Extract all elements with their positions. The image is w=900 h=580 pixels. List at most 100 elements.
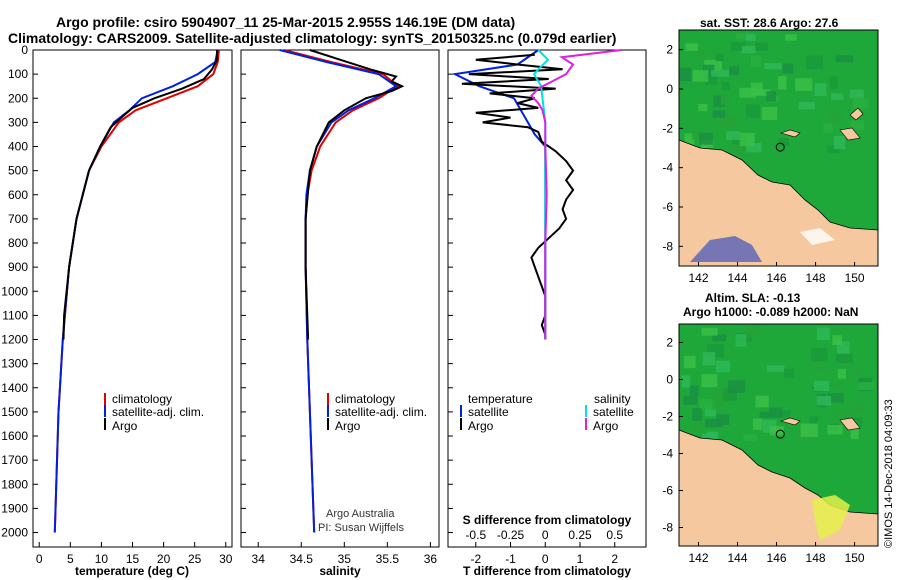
- difference-lines: [451, 49, 622, 340]
- map-y-tick-label: -8: [662, 239, 673, 253]
- map-y-tick-label: -6: [662, 484, 673, 498]
- map-texture-patch: [785, 34, 797, 41]
- x-tick-label: 5: [67, 552, 74, 566]
- x-tick-label: 1: [577, 552, 584, 566]
- salinity-axes-frame: [240, 49, 440, 548]
- map-texture-patch: [798, 102, 816, 110]
- map-y-tick-label: -8: [662, 521, 673, 535]
- map-texture-patch: [849, 89, 864, 99]
- map-texture-patch: [694, 50, 707, 57]
- sla-map-texture: [681, 325, 874, 446]
- map-x-tick-label: 144: [728, 271, 748, 285]
- difference-axes-frame: [447, 49, 647, 548]
- map-texture-patch: [836, 353, 853, 364]
- y-tick-label: 1600: [1, 429, 28, 443]
- map-texture-patch: [720, 93, 730, 105]
- x-tick-label: 35: [338, 552, 352, 566]
- map-texture-patch: [827, 425, 843, 435]
- map-texture-patch: [701, 374, 718, 388]
- map-texture-patch: [817, 365, 828, 373]
- map-texture-patch: [685, 43, 698, 51]
- sst-map-missing-data: [800, 228, 835, 245]
- map-texture-patch: [745, 325, 762, 337]
- y-tick-label: 1900: [1, 501, 28, 515]
- map-y-tick-label: 0: [666, 373, 673, 387]
- x-tick-label: -2: [470, 552, 481, 566]
- map-texture-patch: [834, 410, 852, 419]
- sal-legend-argo-label: Argo: [335, 419, 361, 433]
- map-texture-patch: [729, 66, 740, 76]
- map-texture-patch: [829, 76, 838, 89]
- x-tick-label: -1: [505, 552, 516, 566]
- y-tick-label: 1400: [1, 381, 28, 395]
- map-texture-patch: [730, 42, 747, 51]
- map-texture-patch: [736, 33, 753, 40]
- y-tick-label: 500: [8, 164, 28, 178]
- map-x-tick-label: 146: [767, 271, 787, 285]
- map-texture-patch: [816, 395, 832, 406]
- series-line-t-argo: [461, 53, 575, 340]
- s-legend-argo-label: Argo: [593, 419, 619, 433]
- map-texture-patch: [795, 78, 813, 91]
- map-texture-patch: [755, 42, 768, 51]
- map-y-tick-label: -4: [662, 161, 673, 175]
- map-texture-patch: [843, 138, 853, 148]
- map-texture-patch: [832, 335, 842, 346]
- map-y-tick-label: -6: [662, 200, 673, 214]
- temperature-axes-frame: [32, 49, 233, 548]
- map-texture-patch: [728, 380, 746, 393]
- map-texture-patch: [766, 365, 785, 372]
- map-y-tick-label: 0: [666, 82, 673, 96]
- sst-map-island: [779, 129, 801, 138]
- x-tick-label: 30: [219, 552, 233, 566]
- t-legend-argo-label: Argo: [468, 419, 494, 433]
- map-texture-patch: [833, 135, 846, 150]
- legend-clim-label: climatology: [112, 392, 172, 406]
- map-texture-patch: [713, 95, 725, 107]
- t-diff-xlabel: T difference from climatology: [463, 564, 631, 578]
- sla-map-island-2: [839, 417, 861, 431]
- map-texture-patch: [739, 87, 757, 98]
- map-texture-patch: [852, 99, 869, 109]
- salinity-xlabel: salinity: [319, 564, 361, 578]
- map-y-tick-label: 2: [666, 336, 673, 350]
- sst-map-frame: [678, 29, 879, 267]
- map-texture-patch: [828, 112, 843, 123]
- map-texture-patch: [684, 133, 695, 147]
- legend-salinity-title: salinity: [594, 392, 631, 406]
- map-texture-patch: [816, 327, 830, 341]
- map-texture-patch: [726, 131, 740, 140]
- sst-argo-location-marker: [775, 142, 785, 152]
- map-texture-patch: [850, 120, 865, 131]
- salinity-lines: [279, 49, 405, 533]
- map-texture-patch: [823, 123, 833, 134]
- sst-map-texture: [679, 33, 869, 161]
- series-line-argo: [304, 49, 405, 340]
- x-tick-label: 35.5: [376, 552, 400, 566]
- y-tick-label: 1300: [1, 357, 28, 371]
- x-tick-label: 20: [157, 552, 171, 566]
- depth-y-ticks: 0 100 200 300 400 500 600 700 800 900 1000 1100 1200…: [1, 43, 38, 540]
- map-texture-patch: [699, 132, 713, 145]
- x-tick-label: 34: [252, 552, 266, 566]
- y-tick-label: 400: [8, 140, 28, 154]
- map-x-tick-label: 146: [767, 551, 787, 565]
- map-texture-patch: [701, 327, 718, 336]
- map-texture-patch: [692, 70, 709, 82]
- sla-map-title-1: Altim. SLA: -0.13: [705, 291, 801, 305]
- map-texture-patch: [754, 89, 771, 96]
- s-diff-tick-label: 0.25: [568, 528, 592, 542]
- plot-title-line1: Argo profile: csiro 5904907_11 25-Mar-20…: [56, 14, 516, 30]
- x-tick-label: 0: [542, 552, 549, 566]
- y-tick-label: 200: [8, 91, 28, 105]
- map-texture-patch: [850, 426, 859, 440]
- map-texture-patch: [750, 82, 763, 95]
- x-tick-label: 36: [424, 552, 438, 566]
- credit-line-1: Argo Australia: [326, 508, 395, 520]
- legend-temperature-title: temperature: [468, 392, 533, 406]
- map-texture-patch: [746, 104, 760, 118]
- salinity-x-ticks: 34 34.5 35 35.5 36: [241, 49, 438, 566]
- sst-map-island-3: [849, 107, 864, 121]
- map-texture-patch: [712, 334, 727, 342]
- map-x-tick-label: 142: [688, 551, 708, 565]
